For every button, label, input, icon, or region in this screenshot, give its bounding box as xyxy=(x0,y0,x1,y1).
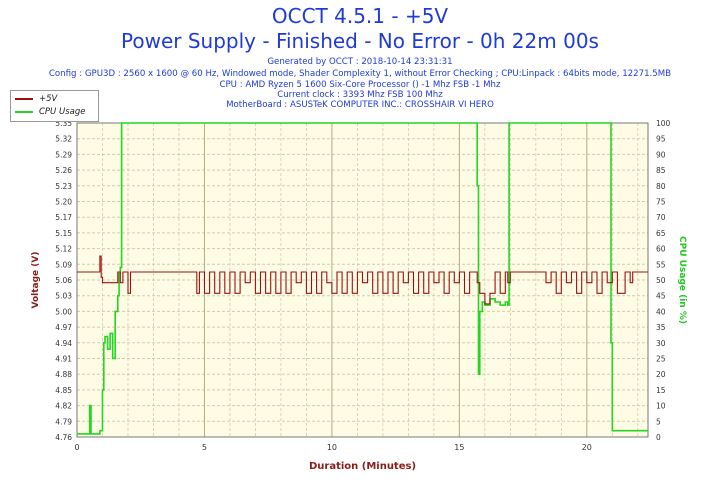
legend-swatch-voltage xyxy=(15,97,33,100)
y-left-tick-label: 4.88 xyxy=(55,370,72,379)
x-tick-label: 0 xyxy=(74,443,79,452)
x-tick-label: 5 xyxy=(202,443,207,452)
y-left-tick-label: 5.23 xyxy=(55,182,72,191)
y-right-tick-label: 80 xyxy=(656,182,666,191)
y-right-tick-label: 55 xyxy=(656,260,666,269)
y-right-axis-label: CPU Usage (in %) xyxy=(677,236,687,324)
y-left-tick-label: 4.76 xyxy=(55,433,72,442)
legend-item-cpu-usage: CPU Usage xyxy=(15,107,85,119)
info-cpu: CPU : AMD Ryzen 5 1600 Six-Core Processo… xyxy=(219,80,501,90)
y-left-tick-label: 5.32 xyxy=(55,135,72,144)
y-left-tick-label: 4.85 xyxy=(55,386,72,395)
x-tick-label: 15 xyxy=(454,443,464,452)
y-right-tick-label: 100 xyxy=(656,119,671,128)
chart-title: OCCT 4.5.1 - +5V xyxy=(271,4,449,28)
y-right-tick-label: 45 xyxy=(656,292,666,301)
y-right-tick-label: 75 xyxy=(656,198,666,207)
y-right-tick-label: 90 xyxy=(656,150,666,159)
y-left-tick-label: 4.94 xyxy=(55,339,72,348)
info-config: Config : GPU3D : 2560 x 1600 @ 60 Hz, Wi… xyxy=(48,69,672,79)
y-left-tick-label: 5.20 xyxy=(55,198,72,207)
y-left-tick-label: 5.00 xyxy=(55,307,72,316)
y-left-tick-label: 5.26 xyxy=(55,166,72,175)
y-right-tick-label: 35 xyxy=(656,323,666,332)
info-clock: Current clock : 3393 Mhz FSB 100 Mhz xyxy=(277,90,443,100)
y-left-tick-label: 5.03 xyxy=(55,292,72,301)
y-right-tick-label: 15 xyxy=(656,386,666,395)
info-generated: Generated by OCCT : 2018-10-14 23:31:31 xyxy=(267,57,453,67)
y-left-axis-label: Voltage (V) xyxy=(31,252,41,309)
y-left-tick-label: 4.79 xyxy=(55,417,72,426)
x-axis-label: Duration (Minutes) xyxy=(309,461,416,472)
y-left-tick-label: 5.17 xyxy=(55,213,72,222)
series-line-voltage xyxy=(77,255,648,305)
y-left-tick-label: 5.29 xyxy=(55,150,72,159)
y-left-tick-label: 5.12 xyxy=(55,245,72,254)
legend-swatch-cpu-usage xyxy=(15,110,33,113)
y-left-tick-label: 4.97 xyxy=(55,323,72,332)
y-right-tick-label: 20 xyxy=(656,370,666,379)
y-right-tick-label: 25 xyxy=(656,355,666,364)
y-left-tick-label: 5.35 xyxy=(55,119,72,128)
y-right-tick-label: 40 xyxy=(656,307,666,316)
y-right-tick-label: 85 xyxy=(656,166,666,175)
y-left-tick-label: 4.91 xyxy=(55,355,72,364)
legend-item-voltage: +5V xyxy=(15,94,57,106)
info-motherboard: MotherBoard : ASUSTeK COMPUTER INC.: CRO… xyxy=(226,100,494,110)
y-left-tick-label: 5.06 xyxy=(55,276,72,285)
chart-subtitle: Power Supply - Finished - No Error - 0h … xyxy=(121,29,599,53)
chart-legend: +5V CPU Usage xyxy=(10,90,99,122)
y-right-tick-label: 5 xyxy=(656,417,661,426)
y-right-tick-label: 95 xyxy=(656,135,666,144)
y-right-tick-label: 60 xyxy=(656,245,666,254)
x-tick-label: 10 xyxy=(327,443,337,452)
series-line-cpu-usage xyxy=(77,122,648,435)
legend-label-voltage: +5V xyxy=(39,94,58,104)
y-right-tick-label: 30 xyxy=(656,339,666,348)
y-right-tick-label: 50 xyxy=(656,276,666,285)
y-left-tick-label: 4.82 xyxy=(55,402,72,411)
legend-label-cpu-usage: CPU Usage xyxy=(39,107,86,117)
y-left-tick-label: 5.15 xyxy=(55,229,72,238)
y-right-tick-label: 65 xyxy=(656,229,666,238)
y-right-tick-label: 0 xyxy=(656,433,661,442)
y-right-tick-label: 10 xyxy=(656,402,666,411)
y-left-tick-label: 5.09 xyxy=(55,260,72,269)
x-tick-label: 20 xyxy=(582,443,592,452)
y-right-tick-label: 70 xyxy=(656,213,666,222)
